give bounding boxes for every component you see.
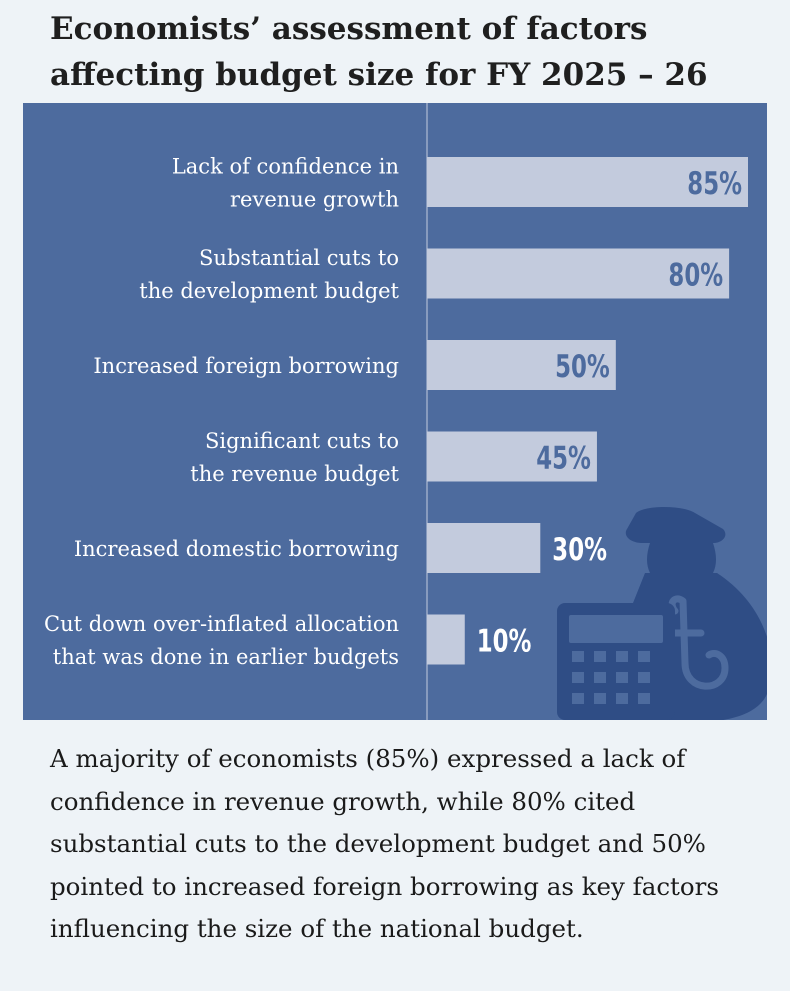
value-label-5: 30% [552,532,607,568]
bars-group: Lack of confidence in revenue growth 85% Su… [44,155,748,669]
bar-4 [427,431,597,482]
chart-title-line-2: affecting budget size for FY 2025 – 26 [50,57,708,93]
bar-6 [427,614,465,665]
value-label-6: 10% [477,623,532,659]
caption-text: A majority of economists (85%) expressed… [50,738,760,951]
caption-line-5: influencing the size of the national bud… [50,914,584,943]
bar-3 [427,340,616,390]
category-label-2-line-1: Substantial cuts to [199,246,399,270]
category-label-6-line-2: that was done in earlier budgets [53,645,399,669]
value-label-3: 50% [555,349,610,385]
category-label-6-line-1: Cut down over-inflated allocation [44,612,399,636]
category-label-1-line-2: revenue growth [230,188,399,212]
category-label-4-line-2: the revenue budget [190,462,399,486]
caption-line-3: substantial cuts to the development budg… [50,829,706,858]
category-label-3-line-1: Increased foreign borrowing [93,354,399,378]
category-label-2-line-2: the development budget [139,279,399,303]
value-label-1: 85% [687,166,742,202]
chart-panel: Lack of confidence in revenue growth 85% Su… [23,103,767,720]
category-label-5-line-1: Increased domestic borrowing [74,537,399,561]
chart-title-line-1: Economists’ assessment of factors [50,11,648,47]
bar-1 [427,157,748,207]
caption-line-2: confidence in revenue growth, while 80% … [50,786,636,816]
category-label-4-line-1: Significant cuts to [205,429,399,453]
bar-chart: Lack of confidence in revenue growth 85% Su… [44,103,767,720]
bar-5 [427,523,541,573]
category-label-1-line-1: Lack of confidence in [172,155,399,179]
calculator-icon [557,603,675,720]
value-label-2: 80% [668,257,723,293]
value-label-4: 45% [536,440,591,476]
chart-title: Economists’ assessment of factors affect… [50,6,750,98]
bar-2 [427,248,730,299]
budget-illustration [557,507,767,720]
caption-line-4: pointed to increased foreign borrowing a… [50,871,719,901]
caption-line-1: A majority of economists (85%) expressed… [50,744,686,773]
